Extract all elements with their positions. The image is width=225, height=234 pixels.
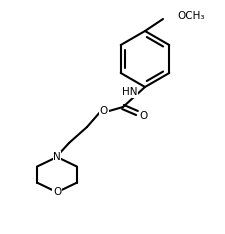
Text: N: N bbox=[53, 152, 61, 162]
Text: HN: HN bbox=[122, 87, 138, 97]
Text: O: O bbox=[139, 111, 147, 121]
Text: O: O bbox=[100, 106, 108, 116]
Text: O: O bbox=[53, 187, 61, 197]
Text: OCH₃: OCH₃ bbox=[177, 11, 205, 21]
